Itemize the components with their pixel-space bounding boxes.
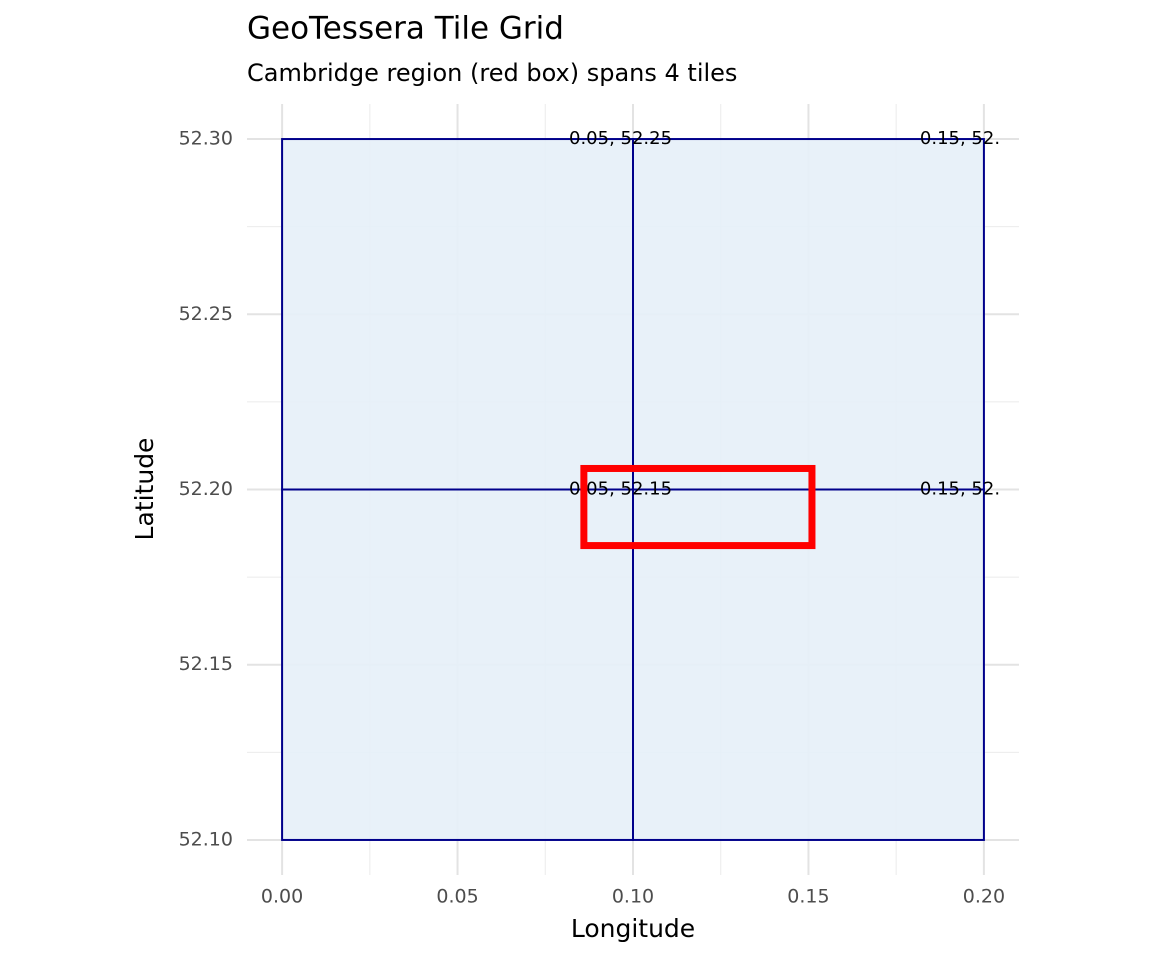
x-tick-label: 0.05 [436,886,478,908]
y-axis-title: Latitude [130,438,159,541]
tile-label: 0.15, 52. [920,128,1000,149]
y-tick-label: 52.25 [179,303,233,325]
chart-subtitle: Cambridge region (red box) spans 4 tiles [247,59,737,87]
x-axis-title: Longitude [571,914,695,943]
plot-panel: 0.05, 52.25 0.15, 52. 0.05, 52.15 0.15, 52. [281,128,1000,841]
y-tick-label: 52.20 [179,478,233,500]
tile-label: 0.05, 52.25 [569,128,672,149]
y-tick-label: 52.30 [179,128,233,150]
tile [281,488,634,841]
tile [281,138,634,491]
x-tick-label: 0.00 [261,886,303,908]
y-tick-label: 52.10 [179,828,233,850]
tile [632,488,985,841]
tile [632,138,985,491]
tile-label: 0.05, 52.15 [569,479,672,500]
region-box [580,464,816,550]
x-tick-label: 0.10 [612,886,654,908]
y-tick-label: 52.15 [179,653,233,675]
x-tick-label: 0.20 [963,886,1005,908]
x-tick-label: 0.15 [787,886,829,908]
chart-title: GeoTessera Tile Grid [247,11,564,47]
tile-label: 0.15, 52. [920,479,1000,500]
